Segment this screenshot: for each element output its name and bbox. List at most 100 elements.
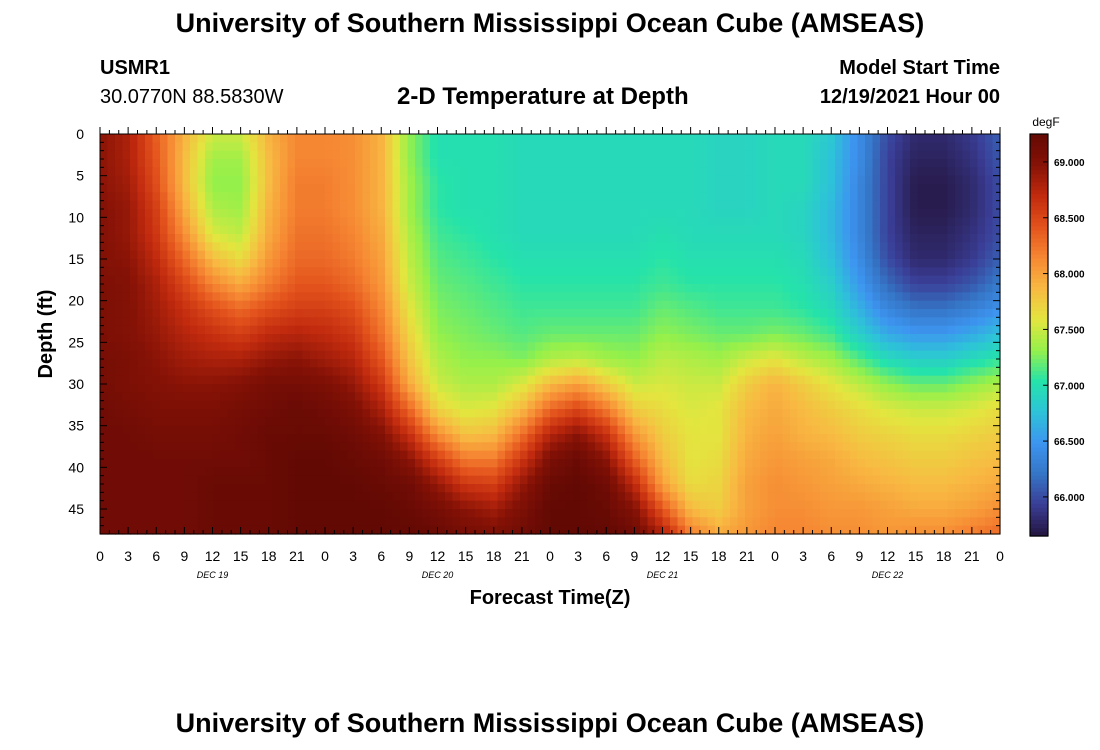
heatmap-cell bbox=[962, 384, 971, 393]
heatmap-cell bbox=[520, 142, 529, 152]
heatmap-cell bbox=[295, 434, 304, 443]
heatmap-cell bbox=[400, 142, 409, 152]
heatmap-cell bbox=[842, 342, 851, 352]
heatmap-cell bbox=[670, 175, 679, 185]
heatmap-cell bbox=[610, 325, 619, 335]
heatmap-cell bbox=[122, 209, 131, 218]
heatmap-cell bbox=[197, 467, 206, 477]
heatmap-cell bbox=[512, 234, 521, 243]
heatmap-cell bbox=[422, 150, 431, 160]
heatmap-cell bbox=[340, 459, 349, 468]
heatmap-cell bbox=[107, 217, 116, 227]
heatmap-cell bbox=[310, 425, 319, 435]
heatmap-cell bbox=[535, 242, 544, 252]
heatmap-cell bbox=[805, 159, 814, 168]
heatmap-cell bbox=[325, 342, 334, 352]
heatmap-cell bbox=[580, 300, 589, 310]
heatmap-cell bbox=[775, 225, 784, 235]
heatmap-cell bbox=[565, 275, 574, 285]
heatmap-cell bbox=[692, 267, 701, 277]
heatmap-cell bbox=[355, 334, 364, 343]
heatmap-cell bbox=[760, 209, 769, 218]
heatmap-cell bbox=[985, 350, 994, 360]
heatmap-cell bbox=[715, 375, 724, 385]
heatmap-cell bbox=[752, 342, 761, 352]
heatmap-cell bbox=[662, 292, 671, 302]
heatmap-cell bbox=[602, 317, 611, 327]
heatmap-cell bbox=[707, 267, 716, 277]
heatmap-cell bbox=[512, 317, 521, 327]
heatmap-cell bbox=[287, 359, 296, 368]
heatmap-cell bbox=[767, 259, 776, 268]
heatmap-cell bbox=[797, 234, 806, 243]
heatmap-cell bbox=[752, 367, 761, 377]
heatmap-cell bbox=[820, 409, 829, 418]
heatmap-cell bbox=[895, 325, 904, 335]
heatmap-cell bbox=[977, 350, 986, 360]
heatmap-cell bbox=[460, 317, 469, 327]
heatmap-cell bbox=[880, 234, 889, 243]
heatmap-cell bbox=[497, 142, 506, 152]
heatmap-cell bbox=[692, 442, 701, 452]
heatmap-cell bbox=[235, 292, 244, 302]
heatmap-cell bbox=[145, 175, 154, 185]
heatmap-cell bbox=[220, 200, 229, 210]
heatmap-cell bbox=[947, 342, 956, 352]
heatmap-cell bbox=[467, 450, 476, 460]
heatmap-cell bbox=[850, 217, 859, 227]
heatmap-cell bbox=[265, 459, 274, 468]
heatmap-cell bbox=[992, 334, 1001, 343]
heatmap-cell bbox=[872, 225, 881, 235]
heatmap-cell bbox=[295, 467, 304, 477]
heatmap-cell bbox=[580, 434, 589, 443]
heatmap-cell bbox=[835, 342, 844, 352]
heatmap-cell bbox=[670, 250, 679, 260]
heatmap-cell bbox=[527, 292, 536, 302]
heatmap-cell bbox=[842, 267, 851, 277]
heatmap-cell bbox=[602, 275, 611, 285]
heatmap-cell bbox=[910, 367, 919, 377]
heatmap-cell bbox=[947, 317, 956, 327]
heatmap-cell bbox=[115, 325, 124, 335]
heatmap-cell bbox=[872, 234, 881, 243]
heatmap-cell bbox=[317, 475, 326, 485]
heatmap-cell bbox=[340, 425, 349, 435]
heatmap-cell bbox=[340, 375, 349, 385]
heatmap-cell bbox=[962, 242, 971, 252]
heatmap-cell bbox=[985, 384, 994, 393]
heatmap-cell bbox=[137, 267, 146, 277]
heatmap-cell bbox=[647, 417, 656, 427]
heatmap-cell bbox=[677, 150, 686, 160]
heatmap-cell bbox=[775, 275, 784, 285]
heatmap-cell bbox=[925, 342, 934, 352]
heatmap-cell bbox=[812, 342, 821, 352]
heatmap-cell bbox=[542, 375, 551, 385]
heatmap-cell bbox=[745, 209, 754, 218]
heatmap-cell bbox=[100, 134, 109, 143]
heatmap-cell bbox=[797, 325, 806, 335]
heatmap-cell bbox=[970, 142, 979, 152]
heatmap-cell bbox=[460, 309, 469, 318]
heatmap-cell bbox=[167, 167, 176, 177]
heatmap-cell bbox=[970, 409, 979, 418]
heatmap-cell bbox=[145, 284, 154, 293]
heatmap-cell bbox=[250, 225, 259, 235]
heatmap-cell bbox=[272, 150, 281, 160]
heatmap-cell bbox=[182, 134, 191, 143]
heatmap-cell bbox=[460, 442, 469, 452]
heatmap-cell bbox=[310, 400, 319, 410]
heatmap-cell bbox=[700, 134, 709, 143]
heatmap-cell bbox=[310, 284, 319, 293]
heatmap-cell bbox=[677, 275, 686, 285]
heatmap-cell bbox=[257, 392, 266, 402]
heatmap-cell bbox=[677, 225, 686, 235]
heatmap-cell bbox=[730, 175, 739, 185]
heatmap-cell bbox=[272, 142, 281, 152]
heatmap-cell bbox=[962, 259, 971, 268]
heatmap-cell bbox=[295, 442, 304, 452]
heatmap-cell bbox=[437, 417, 446, 427]
heatmap-cell bbox=[692, 459, 701, 468]
heatmap-cell bbox=[677, 217, 686, 227]
heatmap-cell bbox=[835, 384, 844, 393]
heatmap-cell bbox=[970, 300, 979, 310]
